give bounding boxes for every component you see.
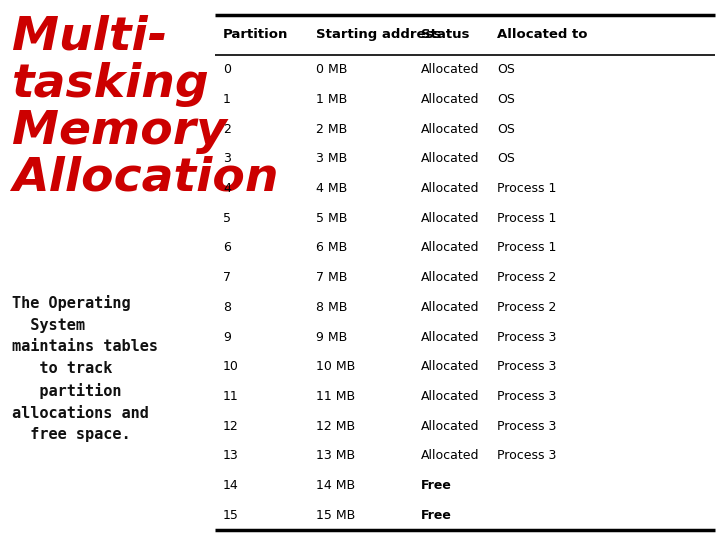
Text: 10: 10 [223, 360, 239, 373]
Text: Allocated: Allocated [421, 449, 480, 462]
Text: OS: OS [497, 123, 515, 136]
Text: 4: 4 [223, 182, 231, 195]
Text: Process 2: Process 2 [497, 271, 557, 284]
Text: Starting address: Starting address [316, 28, 441, 41]
Text: Process 2: Process 2 [497, 301, 557, 314]
Text: 5: 5 [223, 212, 231, 225]
Text: 5 MB: 5 MB [316, 212, 347, 225]
Text: 13: 13 [223, 449, 239, 462]
Text: Allocated to: Allocated to [497, 28, 588, 41]
Text: 7: 7 [223, 271, 231, 284]
Text: Allocated: Allocated [421, 123, 480, 136]
Text: Allocated: Allocated [421, 420, 480, 433]
Text: 10 MB: 10 MB [316, 360, 355, 373]
Text: Partition: Partition [223, 28, 289, 41]
Text: 3 MB: 3 MB [316, 152, 347, 165]
Text: 12: 12 [223, 420, 239, 433]
Text: 14: 14 [223, 479, 239, 492]
Text: 1: 1 [223, 93, 231, 106]
Text: 6: 6 [223, 241, 231, 254]
Text: OS: OS [497, 152, 515, 165]
Text: Allocated: Allocated [421, 390, 480, 403]
Text: 12 MB: 12 MB [316, 420, 355, 433]
Text: 13 MB: 13 MB [316, 449, 355, 462]
Text: Allocated: Allocated [421, 271, 480, 284]
Text: Process 3: Process 3 [497, 360, 557, 373]
Text: 6 MB: 6 MB [316, 241, 347, 254]
Text: Process 3: Process 3 [497, 330, 557, 343]
Text: Free: Free [421, 479, 452, 492]
Text: Allocated: Allocated [421, 301, 480, 314]
Text: 0 MB: 0 MB [316, 63, 347, 76]
Text: 14 MB: 14 MB [316, 479, 355, 492]
Text: Process 1: Process 1 [497, 182, 557, 195]
Text: The Operating
  System
maintains tables
   to track
   partition
allocations and: The Operating System maintains tables to… [12, 295, 158, 442]
Text: 7 MB: 7 MB [316, 271, 347, 284]
Text: 15 MB: 15 MB [316, 509, 355, 522]
Text: 2 MB: 2 MB [316, 123, 347, 136]
Text: Allocated: Allocated [421, 360, 480, 373]
Text: Process 1: Process 1 [497, 212, 557, 225]
Text: 11 MB: 11 MB [316, 390, 355, 403]
Text: Allocated: Allocated [421, 63, 480, 76]
Text: Allocated: Allocated [421, 330, 480, 343]
Text: Allocated: Allocated [421, 182, 480, 195]
Text: Process 1: Process 1 [497, 241, 557, 254]
Text: 11: 11 [223, 390, 239, 403]
Text: 9: 9 [223, 330, 231, 343]
Text: 4 MB: 4 MB [316, 182, 347, 195]
Text: 3: 3 [223, 152, 231, 165]
Text: 15: 15 [223, 509, 239, 522]
Text: Process 3: Process 3 [497, 390, 557, 403]
Text: 8: 8 [223, 301, 231, 314]
Text: OS: OS [497, 63, 515, 76]
Text: 8 MB: 8 MB [316, 301, 347, 314]
Text: Multi-
tasking
Memory
Allocation: Multi- tasking Memory Allocation [12, 15, 279, 200]
Text: Free: Free [421, 509, 452, 522]
Text: OS: OS [497, 93, 515, 106]
Text: 1 MB: 1 MB [316, 93, 347, 106]
Text: 2: 2 [223, 123, 231, 136]
Text: Process 3: Process 3 [497, 420, 557, 433]
Text: Allocated: Allocated [421, 152, 480, 165]
Text: 0: 0 [223, 63, 231, 76]
Text: Allocated: Allocated [421, 241, 480, 254]
Text: Status: Status [421, 28, 469, 41]
Text: Process 3: Process 3 [497, 449, 557, 462]
Text: Allocated: Allocated [421, 93, 480, 106]
Text: Allocated: Allocated [421, 212, 480, 225]
Text: 9 MB: 9 MB [316, 330, 347, 343]
